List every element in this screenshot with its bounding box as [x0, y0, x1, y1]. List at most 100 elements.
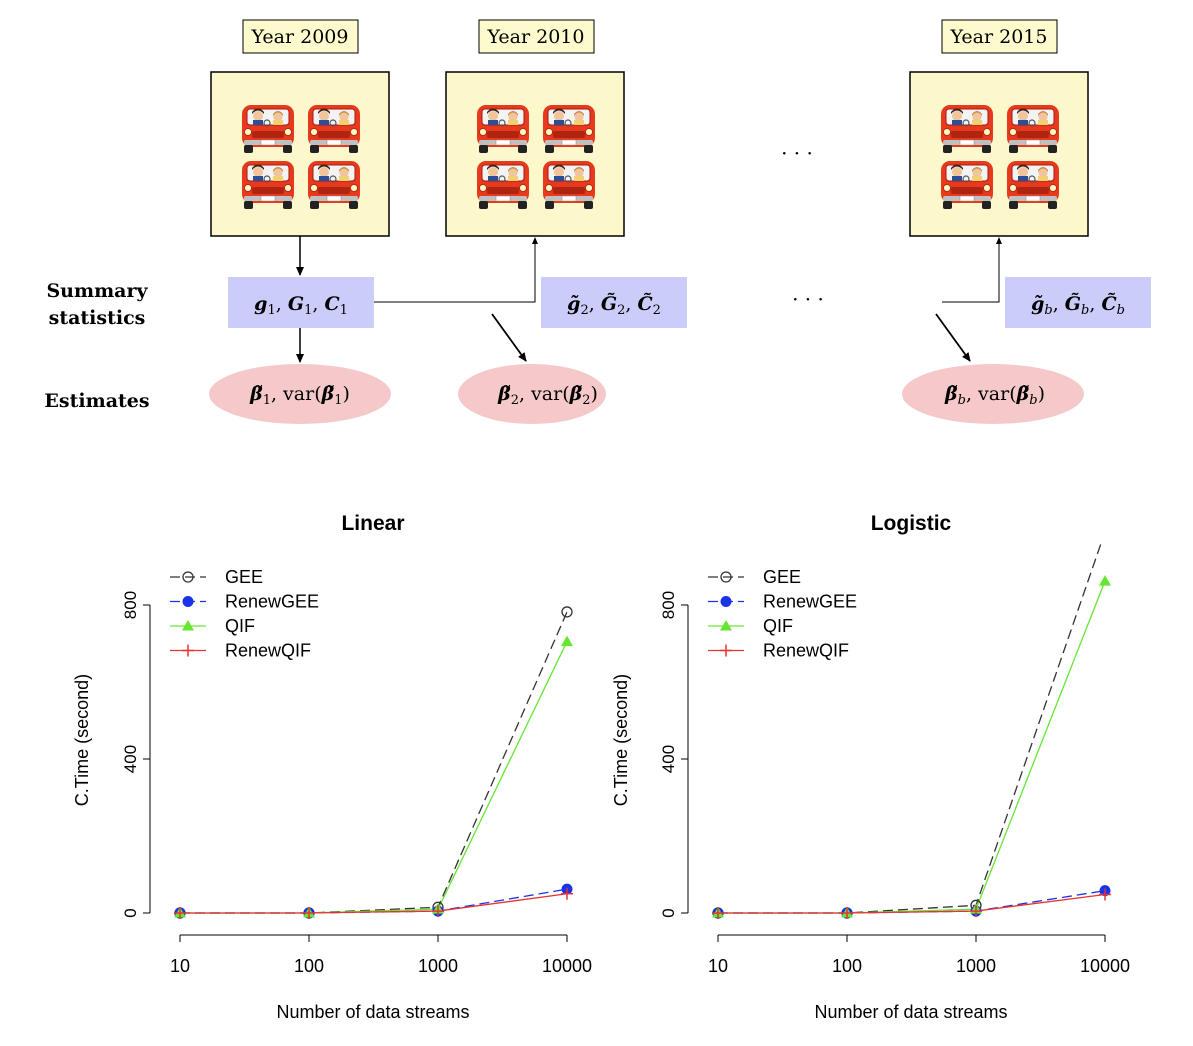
series-line-gee — [718, 540, 1103, 914]
legend-marker — [182, 571, 194, 583]
data-box-2010 — [445, 71, 625, 237]
series-lines — [180, 611, 568, 914]
data-box-2015 — [909, 71, 1089, 237]
series-line-renewqif — [180, 893, 568, 914]
data-box-2009 — [210, 71, 390, 237]
arrow-to-estimate-2 — [491, 313, 527, 362]
data-point-renewqif — [970, 905, 982, 918]
row-label-summary: Summary — [46, 280, 148, 302]
car-with-passengers-icon — [1006, 104, 1060, 154]
estimate-text-b: β̃b, var(β̃b) — [944, 383, 1045, 408]
car-with-passengers-icon — [307, 104, 361, 154]
data-point-renewqif — [432, 905, 444, 918]
row-label-statistics: statistics — [49, 307, 146, 329]
data-stream-diagram: Year 2009 Year 2010 Year 2015 — [44, 19, 1151, 424]
estimate-ellipse-b — [902, 364, 1084, 424]
year-label-text: Year 2009 — [251, 26, 349, 48]
x-tick-label: 1000 — [418, 956, 458, 976]
row-label-estimates: Estimates — [44, 390, 149, 412]
summary-stats-2: g̃2, G̃2, C̃2 — [567, 293, 661, 318]
series-line-renewqif — [718, 893, 1106, 914]
year-label-text: Year 2010 — [487, 26, 585, 48]
y-tick-label: 400 — [659, 745, 678, 773]
legend-label: RenewQIF — [225, 641, 311, 661]
car-with-passengers-icon — [241, 104, 295, 154]
x-axis-label: Number of data streams — [814, 1002, 1007, 1022]
data-point-gee — [561, 606, 573, 618]
estimate-ellipse-2 — [458, 364, 606, 424]
car-with-passengers-icon — [542, 160, 596, 210]
summary-box-1 — [228, 277, 374, 328]
x-tick-label: 100 — [294, 956, 324, 976]
ellipsis-top: · · · — [781, 141, 813, 165]
x-tick-label: 10000 — [542, 956, 592, 976]
x-tick-label: 10 — [708, 956, 728, 976]
car-with-passengers-icon — [542, 104, 596, 154]
y-tick-label: 800 — [121, 591, 140, 619]
car-with-passengers-icon — [940, 104, 994, 154]
legend-label: QIF — [763, 616, 793, 636]
series-line-qif — [180, 641, 568, 914]
car-with-passengers-icon — [476, 104, 530, 154]
car-with-passengers-icon — [1006, 160, 1060, 210]
legend-label: RenewGEE — [763, 592, 857, 612]
estimate-ellipse-1 — [209, 364, 391, 424]
legend-marker — [182, 644, 194, 657]
legend-marker — [720, 571, 732, 583]
data-point-renewqif — [841, 907, 853, 919]
year-label-2009: Year 2009 — [242, 19, 359, 54]
estimate-text-2: β̃2, var(β̃2) — [497, 383, 598, 408]
summary-stats-1: g1, G1, C1 — [254, 293, 348, 318]
summary-box-b — [1005, 277, 1151, 328]
summary-box-2 — [541, 277, 687, 328]
car-with-passengers-icon — [940, 160, 994, 210]
data-point-renewqif — [174, 907, 186, 919]
legend-label: GEE — [763, 567, 801, 587]
legend: GEE RenewGEE QIF RenewQIF — [708, 567, 857, 661]
year-label-text: Year 2015 — [950, 26, 1048, 48]
legend: GEE RenewGEE QIF RenewQIF — [170, 567, 319, 661]
series-lines — [718, 540, 1106, 914]
y-tick-label: 400 — [121, 745, 140, 773]
chart-logistic: Logistic 0 400 800 C.Time (second) 10 100 1000 1… — [611, 512, 1130, 1022]
data-point-renewqif — [561, 887, 573, 900]
legend-label: GEE — [225, 567, 263, 587]
y-tick-label: 0 — [121, 908, 140, 917]
y-axis-label: C.Time (second) — [611, 674, 631, 806]
summary-stats-b: g̃b, G̃b, C̃b — [1031, 293, 1125, 318]
y-tick-label: 0 — [659, 908, 678, 917]
y-axis-label: C.Time (second) — [72, 674, 92, 806]
connector-summary1-to-data2010 — [374, 237, 538, 303]
x-tick-label: 1000 — [956, 956, 996, 976]
ellipsis-middle: · · · — [792, 287, 824, 311]
chart-title: Logistic — [871, 512, 952, 535]
data-point-renewqif — [1099, 888, 1111, 901]
legend-label: RenewGEE — [225, 592, 319, 612]
legend-marker — [182, 620, 194, 631]
y-tick-label: 800 — [659, 591, 678, 619]
legend-label: QIF — [225, 616, 255, 636]
x-tick-label: 100 — [832, 956, 862, 976]
chart-linear: Linear 0 400 800 C.Time (second) 10 100 1000 100… — [72, 512, 592, 1022]
legend-marker — [720, 644, 732, 657]
data-point-qif — [1099, 575, 1111, 586]
car-with-passengers-icon — [241, 160, 295, 210]
x-tick-label: 10 — [170, 956, 190, 976]
x-axis-label: Number of data streams — [276, 1002, 469, 1022]
data-point-qif — [561, 635, 573, 647]
car-with-passengers-icon — [307, 160, 361, 210]
legend-marker — [720, 620, 732, 631]
chart-title: Linear — [341, 512, 404, 535]
arrow-to-estimate-b — [935, 313, 971, 362]
estimate-text-1: β̃1, var(β̃1) — [249, 383, 350, 408]
data-point-renewqif — [303, 907, 315, 919]
legend-label: RenewQIF — [763, 641, 849, 661]
year-label-2010: Year 2010 — [478, 19, 595, 54]
x-tick-label: 10000 — [1080, 956, 1130, 976]
legend-marker — [720, 596, 732, 607]
connector-to-data2015 — [942, 237, 1002, 303]
legend-marker — [182, 596, 194, 607]
car-with-passengers-icon — [476, 160, 530, 210]
data-point-renewqif — [712, 907, 724, 919]
